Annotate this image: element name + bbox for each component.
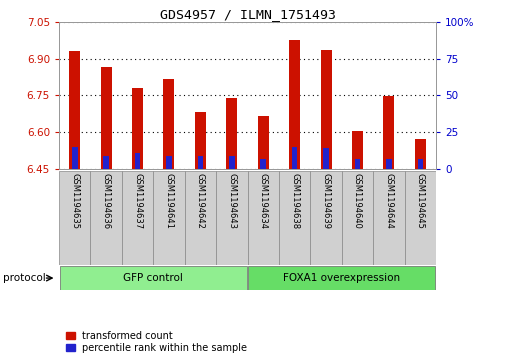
Bar xyxy=(261,159,266,169)
Text: GSM1194634: GSM1194634 xyxy=(259,174,268,229)
Text: GSM1194639: GSM1194639 xyxy=(322,174,330,229)
Text: GSM1194635: GSM1194635 xyxy=(70,174,79,229)
Text: GFP control: GFP control xyxy=(123,273,183,283)
Text: protocol: protocol xyxy=(3,273,45,283)
Text: GSM1194645: GSM1194645 xyxy=(416,174,425,229)
Bar xyxy=(59,171,90,265)
Text: GSM1194642: GSM1194642 xyxy=(196,174,205,229)
Bar xyxy=(90,171,122,265)
Bar xyxy=(415,139,426,169)
Text: GSM1194640: GSM1194640 xyxy=(353,174,362,229)
Bar xyxy=(373,171,405,265)
Bar xyxy=(195,113,206,169)
Bar xyxy=(153,171,185,265)
Bar xyxy=(69,51,80,169)
Bar xyxy=(405,171,436,265)
Bar xyxy=(292,147,298,169)
Bar xyxy=(289,40,300,169)
Title: GDS4957 / ILMN_1751493: GDS4957 / ILMN_1751493 xyxy=(160,8,336,21)
Text: GSM1194644: GSM1194644 xyxy=(384,174,393,229)
Bar xyxy=(166,156,172,169)
Text: GSM1194643: GSM1194643 xyxy=(227,174,236,229)
Bar xyxy=(122,171,153,265)
Bar xyxy=(342,171,373,265)
Text: GSM1194637: GSM1194637 xyxy=(133,174,142,229)
Bar xyxy=(198,156,203,169)
Bar xyxy=(310,171,342,265)
Bar xyxy=(164,79,174,169)
Bar xyxy=(103,156,109,169)
Text: GSM1194641: GSM1194641 xyxy=(165,174,173,229)
Bar xyxy=(354,159,360,169)
Bar xyxy=(135,152,141,169)
Bar xyxy=(216,171,247,265)
Bar xyxy=(323,148,329,169)
Text: FOXA1 overexpression: FOXA1 overexpression xyxy=(283,273,400,283)
Bar xyxy=(72,147,77,169)
Bar xyxy=(279,171,310,265)
Text: GSM1194636: GSM1194636 xyxy=(102,174,111,229)
Legend: transformed count, percentile rank within the sample: transformed count, percentile rank withi… xyxy=(64,329,249,355)
Bar xyxy=(321,50,331,169)
Bar xyxy=(352,131,363,169)
Bar xyxy=(229,156,234,169)
Bar xyxy=(418,159,423,169)
Bar xyxy=(60,266,247,290)
Bar xyxy=(248,266,436,290)
Bar xyxy=(383,96,394,169)
Bar xyxy=(132,88,143,169)
Bar xyxy=(258,116,269,169)
Bar xyxy=(386,159,392,169)
Text: GSM1194638: GSM1194638 xyxy=(290,174,299,229)
Bar xyxy=(226,98,238,169)
Bar xyxy=(247,171,279,265)
Bar xyxy=(101,67,112,169)
Bar xyxy=(185,171,216,265)
